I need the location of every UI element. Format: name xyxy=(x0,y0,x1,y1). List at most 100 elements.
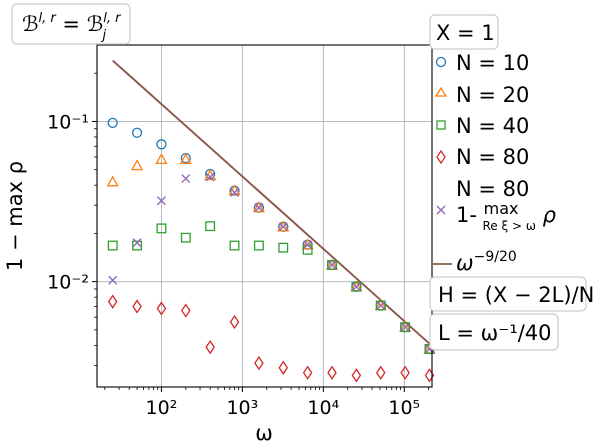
h-label: H = (X − 2L)/N xyxy=(438,283,594,307)
fit-line xyxy=(112,59,431,345)
y-axis-label: 1 − max ρ xyxy=(3,161,27,271)
data-point-triangle xyxy=(106,175,119,187)
y-tick-label: 10⁻¹ xyxy=(47,111,89,133)
data-point-x xyxy=(181,174,191,184)
data-point-x xyxy=(351,282,361,292)
marker-layer xyxy=(106,117,436,383)
data-point-diamond xyxy=(107,294,118,309)
data-point-x xyxy=(230,188,240,198)
legend-title: X = 1 xyxy=(436,21,495,45)
legend-title-box: X = 1 xyxy=(429,14,499,50)
data-point-square xyxy=(107,240,118,251)
data-point-x xyxy=(254,203,264,213)
legend-label-n20: N = 20 xyxy=(456,83,529,107)
data-point-x-stroke xyxy=(327,260,337,270)
legend-marker-x xyxy=(436,205,446,215)
legend-item-n20: N = 20 xyxy=(434,83,529,107)
legend-label-n80: N = 80 xyxy=(456,145,529,169)
grid xyxy=(97,45,432,387)
x-tick-label: 10⁴ xyxy=(307,397,339,419)
data-point-triangle xyxy=(179,153,192,164)
data-point-diamond xyxy=(278,360,289,375)
x-tick-label: 10³ xyxy=(226,397,258,419)
data-point-square xyxy=(400,322,411,333)
l-label: L = ω⁻¹/40 xyxy=(438,321,552,345)
data-point-x xyxy=(132,238,142,248)
l-label-box: L = ω⁻¹/40 xyxy=(429,313,559,351)
data-point-x-stroke xyxy=(108,275,118,285)
data-point-square xyxy=(156,223,167,234)
data-point-diamond xyxy=(156,301,167,316)
data-point-circle xyxy=(107,117,118,128)
data-point-x xyxy=(108,275,118,285)
data-point-x-stroke xyxy=(205,172,215,182)
data-point-square xyxy=(132,240,143,251)
data-point-diamond xyxy=(132,299,142,314)
tick-layer: 10² 10³ 10⁴ 10⁵ 10⁻² 10⁻¹ xyxy=(47,72,430,419)
data-point-x xyxy=(303,240,313,250)
data-point-x xyxy=(205,172,215,182)
x-tick-label: 10² xyxy=(146,397,178,419)
data-point-diamond xyxy=(181,303,191,318)
data-point-x xyxy=(156,196,166,206)
legend-label-re-sub: 1- max Re ξ > ω ρ xyxy=(456,199,557,233)
legend-marker-triangle xyxy=(434,86,448,97)
data-point-square xyxy=(351,281,362,292)
data-point-diamond xyxy=(229,314,240,330)
legend-marker-circle xyxy=(435,56,447,68)
data-point-x xyxy=(376,300,386,310)
data-point-x-stroke xyxy=(156,196,166,206)
y-tick-label: 10⁻² xyxy=(47,272,89,294)
data-point-x-stroke xyxy=(254,203,264,213)
data-point-triangle xyxy=(252,201,266,213)
data-point-square xyxy=(229,240,240,251)
legend-item-n80-re: N = 80 1- max Re ξ > ω ρ xyxy=(436,177,557,233)
data-point-triangle xyxy=(301,238,314,250)
data-point-x-stroke xyxy=(376,300,386,310)
data-point-diamond xyxy=(375,365,386,380)
data-point-triangle xyxy=(130,159,144,171)
data-point-circle xyxy=(131,127,143,138)
data-point-x xyxy=(278,222,288,232)
legend-item-n10: N = 10 xyxy=(435,51,529,75)
data-point-x-stroke xyxy=(278,222,288,232)
legend-item-fit-line: ω−9/20 xyxy=(433,249,517,275)
x-axis-label: ω xyxy=(255,421,273,445)
data-point-x-stroke xyxy=(400,322,410,332)
legend-item-n40: N = 40 xyxy=(436,114,529,138)
data-point-x xyxy=(400,322,410,332)
data-point-square xyxy=(375,300,386,311)
legend-label-n40: N = 40 xyxy=(456,114,529,138)
data-point-x-stroke xyxy=(230,188,240,198)
data-point-square xyxy=(327,260,337,270)
data-point-diamond xyxy=(351,368,362,383)
data-point-diamond xyxy=(400,365,410,380)
data-point-x-stroke xyxy=(351,282,361,292)
data-point-x-stroke xyxy=(132,238,142,248)
data-point-x-stroke xyxy=(181,174,191,184)
plot-frame xyxy=(96,44,433,388)
data-point-square xyxy=(253,240,264,251)
data-point-triangle xyxy=(155,153,168,164)
legend-item-n80: N = 80 xyxy=(436,145,529,169)
legend-marker-diamond xyxy=(436,149,446,165)
legend: N = 10 N = 20 N = 40 N = 80 N = 80 1- ma… xyxy=(433,51,557,275)
legend-label-n10: N = 10 xyxy=(456,51,529,75)
fit-line-layer xyxy=(112,59,431,345)
data-point-square xyxy=(205,221,216,232)
data-point-triangle xyxy=(277,220,290,232)
data-point-square xyxy=(278,242,289,253)
h-label-box: H = (X − 2L)/N xyxy=(429,276,594,312)
data-point-x xyxy=(327,260,337,270)
data-point-circle xyxy=(156,139,167,150)
data-point-diamond xyxy=(254,355,264,371)
legend-marker-square xyxy=(436,120,446,130)
data-point-square xyxy=(180,232,191,243)
x-tick-label: 10⁵ xyxy=(388,397,420,419)
legend-label-fit: ω−9/20 xyxy=(456,249,517,275)
data-point-diamond xyxy=(205,339,215,355)
data-point-x-stroke xyxy=(303,240,313,250)
data-point-diamond xyxy=(327,365,337,380)
